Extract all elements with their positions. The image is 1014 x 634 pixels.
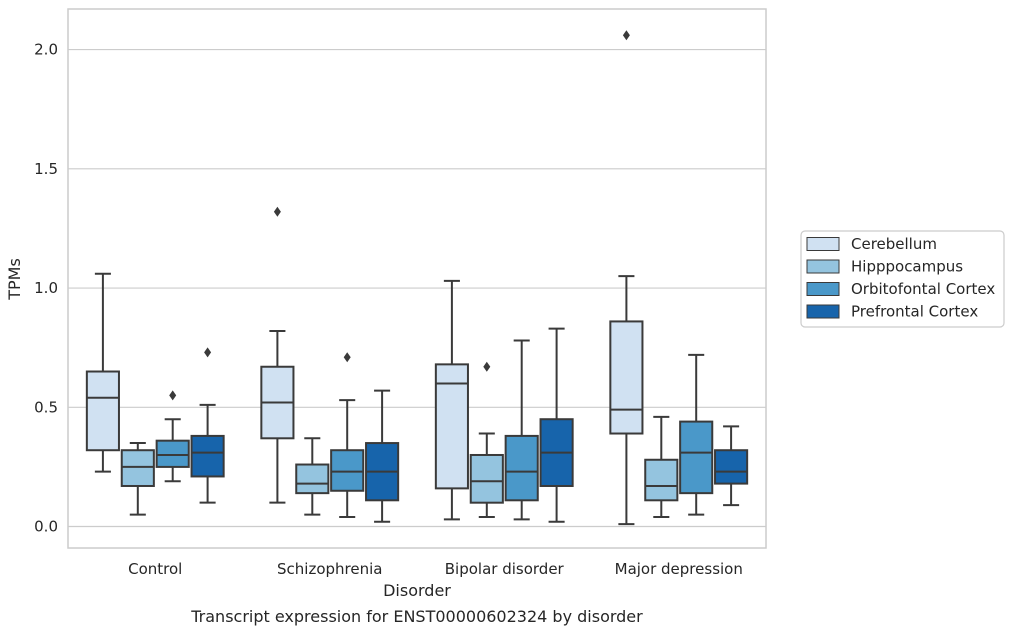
box xyxy=(434,279,469,521)
outlier-point xyxy=(343,352,351,363)
box xyxy=(330,352,365,518)
legend-swatch xyxy=(806,282,840,296)
y-axis-ticks: 0.0 0.5 1.0 1.5 2.0 xyxy=(34,41,58,536)
legend-label: Orbitofontal Cortex xyxy=(851,280,995,298)
y-tick-label: 2.0 xyxy=(34,41,58,59)
x-axis-label: Disorder xyxy=(383,581,451,600)
box-series xyxy=(85,30,749,526)
x-tick-label: Bipolar disorder xyxy=(445,560,565,578)
y-axis-label: TPMs xyxy=(5,258,24,301)
legend-swatch xyxy=(806,259,840,274)
series-cerebellum xyxy=(85,30,644,526)
y-tick-label: 1.0 xyxy=(34,279,58,297)
legend-item: Orbitofontal Cortex xyxy=(806,280,995,298)
legend-label: Hipppocampus xyxy=(851,258,963,276)
box-body xyxy=(330,449,365,492)
outlier-point xyxy=(483,361,491,372)
legend-item: Cerebellum xyxy=(806,235,937,253)
chart-title: Transcript expression for ENST0000060232… xyxy=(190,607,643,626)
x-tick-label: Control xyxy=(128,560,182,578)
legend-label: Prefrontal Cortex xyxy=(851,303,978,321)
legend-swatch xyxy=(806,304,840,319)
box xyxy=(120,442,155,516)
box xyxy=(539,327,574,523)
box-body xyxy=(85,370,120,452)
box-body xyxy=(714,449,749,485)
y-tick-label: 1.5 xyxy=(34,160,58,178)
legend: Cerebellum Hipppocampus Orbitofontal Corte… xyxy=(800,230,1005,328)
box xyxy=(644,415,679,518)
legend-item: Prefrontal Cortex xyxy=(806,303,978,321)
box xyxy=(155,390,190,483)
outlier-point xyxy=(273,206,281,217)
series-prefrontal-cortex xyxy=(190,327,749,523)
series-hipppocampus xyxy=(120,361,679,518)
x-axis-ticks: Control Schizophrenia Bipolar disorder Majo… xyxy=(128,560,743,578)
box-body xyxy=(434,363,469,490)
box xyxy=(679,353,714,516)
x-tick-label: Schizophrenia xyxy=(277,560,382,578)
box-body xyxy=(609,320,644,435)
x-tick-label: Major depression xyxy=(615,560,743,578)
gridlines xyxy=(68,48,766,528)
box-body xyxy=(644,458,679,502)
legend-label: Cerebellum xyxy=(851,235,937,253)
box-body xyxy=(469,453,504,504)
box-body xyxy=(120,449,155,487)
legend-frame xyxy=(800,230,1005,328)
plot-frame xyxy=(67,8,767,549)
box xyxy=(295,437,330,516)
box xyxy=(469,361,504,518)
box xyxy=(260,206,295,504)
box-body xyxy=(155,439,190,468)
box-body xyxy=(504,434,539,502)
box xyxy=(609,30,644,526)
legend-swatch xyxy=(806,237,840,251)
box-body xyxy=(190,434,225,478)
outlier-point xyxy=(204,347,212,358)
box xyxy=(504,339,539,521)
box xyxy=(85,272,120,473)
y-tick-label: 0.0 xyxy=(34,518,58,536)
outlier-point xyxy=(169,390,177,401)
box xyxy=(714,425,749,507)
box xyxy=(365,389,400,523)
box-body xyxy=(295,463,330,495)
legend-item: Hipppocampus xyxy=(806,258,963,276)
outlier-point xyxy=(622,30,630,41)
box-body xyxy=(679,420,714,495)
y-tick-label: 0.5 xyxy=(34,398,58,416)
box xyxy=(190,347,225,504)
series-orbitofontal-cortex xyxy=(155,339,714,521)
